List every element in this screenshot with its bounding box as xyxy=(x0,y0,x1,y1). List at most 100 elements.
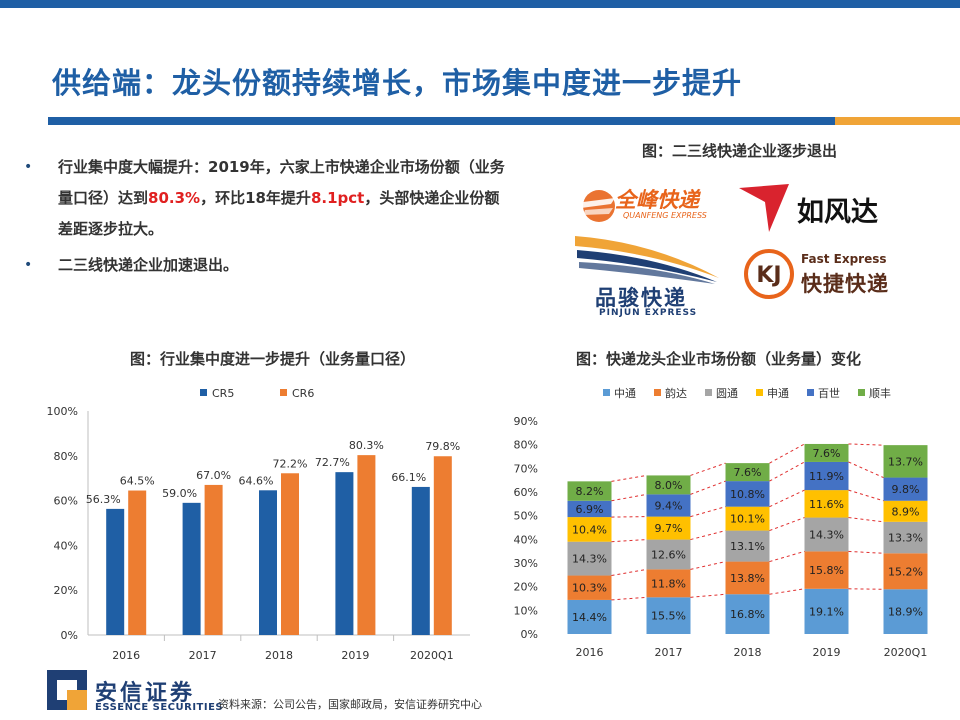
segment-3 xyxy=(804,490,849,518)
logo-area: 全峰快递 QUANFENG EXPRESS 如风达 品骏快递 PINJUN EX… xyxy=(565,170,935,325)
legend-swatch xyxy=(654,389,661,396)
legend-label: 百世 xyxy=(818,387,840,400)
segment-2 xyxy=(646,539,691,570)
connector-line xyxy=(611,596,647,601)
y-tick-label: 100% xyxy=(47,405,78,418)
pinjun-mark xyxy=(575,236,719,284)
bullet-segment: ，环比18年提升 xyxy=(200,189,311,207)
data-label: 15.8% xyxy=(809,564,844,577)
data-label: 66.1% xyxy=(391,471,426,484)
x-tick-label: 2016 xyxy=(112,649,140,662)
connector-line xyxy=(848,550,884,554)
legend-label: 中通 xyxy=(614,387,636,400)
segment-3 xyxy=(725,506,770,531)
connector-line xyxy=(848,517,884,523)
data-label: 13.1% xyxy=(730,540,765,553)
pinjun-cn: 品骏快递 xyxy=(595,286,687,310)
connector-line xyxy=(769,588,805,595)
x-tick-label: 2017 xyxy=(655,646,683,659)
connector-line xyxy=(611,539,647,543)
connector-line xyxy=(769,443,805,464)
segment-1 xyxy=(725,561,770,595)
legend-swatch xyxy=(807,389,814,396)
brand-name: 安信证券 xyxy=(95,681,196,706)
data-label: 10.4% xyxy=(572,523,607,536)
data-label: 14.3% xyxy=(809,528,844,541)
connector-line xyxy=(769,517,805,532)
y-tick-label: 20% xyxy=(514,581,538,594)
data-label: 64.5% xyxy=(120,475,155,488)
segment-3 xyxy=(883,500,928,522)
bullet-marker: • xyxy=(24,159,33,175)
segment-5 xyxy=(883,445,928,478)
header-bar xyxy=(0,0,960,8)
x-tick-label: 2019 xyxy=(813,646,841,659)
x-tick-label: 2018 xyxy=(734,646,762,659)
data-label: 8.2% xyxy=(576,485,604,498)
data-label: 9.7% xyxy=(655,522,683,535)
segment-5 xyxy=(725,463,770,482)
connector-line xyxy=(690,530,726,541)
kuaijie-ring xyxy=(744,249,794,299)
data-label: 11.8% xyxy=(651,577,686,590)
segment-0 xyxy=(883,589,928,634)
segment-5 xyxy=(567,481,612,501)
segment-5 xyxy=(646,475,691,495)
connector-line xyxy=(769,461,805,482)
legend-swatch xyxy=(280,389,287,396)
title-rule-accent xyxy=(835,117,960,125)
segment-4 xyxy=(804,461,849,491)
legend-label: CR6 xyxy=(292,387,314,400)
rufengda-mark-shape xyxy=(739,184,789,232)
data-label: 12.6% xyxy=(651,548,686,561)
data-label: 11.9% xyxy=(809,470,844,483)
y-tick-label: 20% xyxy=(54,584,78,597)
data-label: 19.1% xyxy=(809,605,844,618)
data-label: 18.9% xyxy=(888,606,923,619)
bullet-marker: • xyxy=(24,257,33,273)
y-tick-label: 60% xyxy=(514,486,538,499)
connector-line xyxy=(611,474,647,482)
chart1-title: 图：行业集中度进一步提升（业务量口径） xyxy=(130,350,416,368)
bullet-segment: 二三线快递企业加速退出。 xyxy=(58,256,239,274)
data-label: 13.7% xyxy=(888,455,923,468)
data-label: 11.6% xyxy=(809,498,844,511)
bullet-segment: 行业集中度大幅提升：2019年，六家上市快递企业市场份额（业务量口径）达到 xyxy=(58,158,505,207)
pinjun-logo: 品骏快递 PINJUN EXPRESS xyxy=(573,232,723,322)
segment-0 xyxy=(804,588,849,634)
y-tick-label: 40% xyxy=(54,539,78,552)
data-label: 9.4% xyxy=(655,499,683,512)
segment-1 xyxy=(883,553,928,590)
y-tick-label: 80% xyxy=(54,450,78,463)
bar-cr6 xyxy=(204,484,223,635)
bullet-highlight: 8.1pct xyxy=(310,189,365,207)
legend-label: 圆通 xyxy=(716,387,738,400)
kuaijie-en: Fast Express xyxy=(801,252,887,266)
brand-name-en: ESSENCE SECURITIES xyxy=(95,702,224,713)
bar-cr5 xyxy=(335,472,354,635)
connector-line xyxy=(690,506,726,518)
x-tick-label: 2019 xyxy=(341,649,369,662)
legend-label: 申通 xyxy=(767,387,789,400)
connector-line xyxy=(690,593,726,598)
data-label: 56.3% xyxy=(86,493,121,506)
segment-4 xyxy=(646,494,691,517)
source-note: 资料来源：公司公告，国家邮政局，安信证券研究中心 xyxy=(218,698,482,711)
segment-2 xyxy=(804,517,849,552)
segment-2 xyxy=(725,530,770,562)
quanfeng-en: QUANFENG EXPRESS xyxy=(623,211,707,220)
y-tick-label: 50% xyxy=(514,510,538,523)
kuaijie-cn: 快捷快递 xyxy=(801,272,889,296)
connector-line xyxy=(690,561,726,570)
connector-line xyxy=(690,462,726,476)
data-label: 14.3% xyxy=(572,553,607,566)
quanfeng-mark xyxy=(581,190,615,222)
legend-label: 顺丰 xyxy=(869,387,891,400)
legend-swatch xyxy=(756,389,763,396)
segment-4 xyxy=(567,500,612,518)
y-tick-label: 0% xyxy=(521,628,538,641)
rufengda-cn: 如风达 xyxy=(797,197,878,228)
segment-0 xyxy=(725,594,770,634)
pinjun-wave-gold xyxy=(575,236,719,278)
brand-logo-accent xyxy=(67,690,87,710)
